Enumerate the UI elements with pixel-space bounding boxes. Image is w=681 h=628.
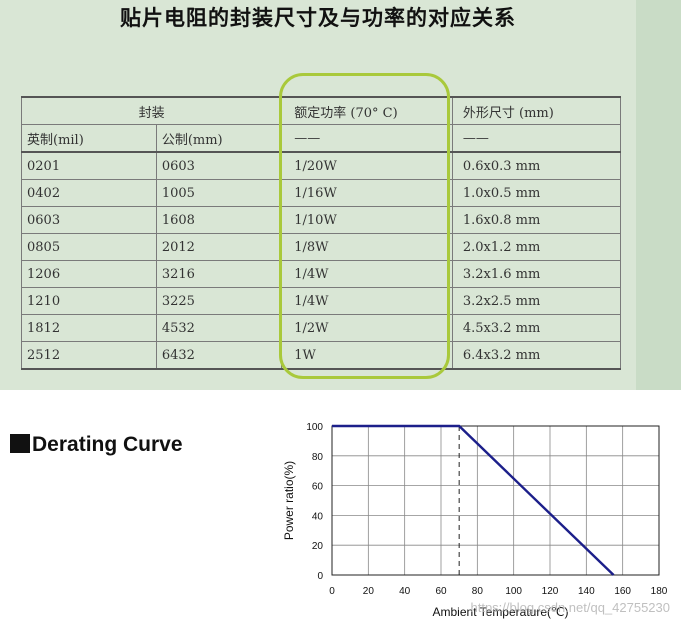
metric-header: 公制(mm) — [155, 124, 283, 153]
y-tick-label: 40 — [312, 511, 324, 522]
x-tick-label: 80 — [472, 586, 484, 597]
table-row: 0402 1005 1/16W 1.0x0.5 mm — [21, 179, 622, 207]
square-bullet-icon — [10, 434, 30, 453]
rated-power-cell: 1/4W — [281, 260, 453, 288]
metric-code-cell: 1005 — [155, 179, 283, 207]
rated-power-cell: 1/16W — [281, 179, 453, 207]
imperial-code-cell: 0402 — [21, 179, 157, 207]
y-tick-label: 80 — [312, 452, 324, 463]
table-subheader-row: 英制(mil) 公制(mm) —— —— — [21, 124, 622, 153]
y-tick-label: 0 — [317, 571, 323, 582]
dimension-cell: 2.0x1.2 mm — [451, 233, 622, 261]
derating-series-line — [332, 424, 615, 576]
imperial-code-cell: 1210 — [21, 287, 157, 315]
rated-power-cell: 1/10W — [281, 206, 453, 234]
table-row: 2512 6432 1W 6.4x3.2 mm — [21, 341, 622, 370]
metric-code-cell: 6432 — [155, 341, 283, 370]
rated-power-cell: 1/20W — [281, 151, 453, 180]
x-tick-label: 120 — [542, 586, 559, 597]
metric-code-cell: 0603 — [155, 151, 283, 180]
dimension-cell: 4.5x3.2 mm — [451, 314, 622, 342]
page-title: 贴片电阻的封装尺寸及与功率的对应关系 — [120, 5, 516, 30]
derating-heading: Derating Curve — [10, 433, 183, 457]
x-axis-label: Ambient Temperature(℃) — [433, 605, 569, 619]
slide-side-strip — [636, 0, 681, 390]
imperial-code-cell: 2512 — [21, 341, 157, 370]
metric-code-cell: 3216 — [155, 260, 283, 288]
imperial-header: 英制(mil) — [21, 124, 157, 153]
dimension-cell: 3.2x1.6 mm — [451, 260, 622, 288]
y-axis-label: Power ratio(%) — [282, 461, 296, 540]
derating-heading-text: Derating Curve — [32, 433, 183, 456]
table-row: 0201 0603 1/20W 0.6x0.3 mm — [21, 151, 622, 180]
package-header: 封装 — [20, 96, 283, 125]
dimension-cell: 0.6x0.3 mm — [451, 151, 622, 180]
size-subheader: —— — [451, 124, 622, 153]
table-row: 1210 3225 1/4W 3.2x2.5 mm — [21, 287, 622, 315]
table-header-row: 封装 额定功率 (70° C) 外形尺寸 (mm) — [20, 96, 622, 125]
rated-power-cell: 1W — [281, 341, 453, 370]
imperial-code-cell: 0805 — [21, 233, 157, 261]
package-size-table: 封装 额定功率 (70° C) 外形尺寸 (mm) 英制(mil) 公制(mm)… — [20, 96, 622, 370]
table-row: 0805 2012 1/8W 2.0x1.2 mm — [21, 233, 622, 261]
y-tick-label: 60 — [312, 482, 324, 493]
derating-curve-chart: 0 20 40 60 80 100 120 140 160 180 0 20 40 60 80 100 Powe… — [282, 422, 671, 619]
power-subheader: —— — [281, 124, 453, 153]
x-tick-label: 180 — [651, 586, 668, 597]
x-tick-label: 40 — [399, 586, 411, 597]
size-header: 外形尺寸 (mm) — [451, 96, 622, 125]
table-row: 1206 3216 1/4W 3.2x1.6 mm — [21, 260, 622, 288]
metric-code-cell: 2012 — [155, 233, 283, 261]
imperial-code-cell: 1206 — [21, 260, 157, 288]
dimension-cell: 1.0x0.5 mm — [451, 179, 622, 207]
power-header: 额定功率 (70° C) — [281, 96, 453, 125]
x-tick-label: 100 — [505, 586, 522, 597]
dimension-cell: 3.2x2.5 mm — [451, 287, 622, 315]
plot-frame — [331, 425, 660, 576]
table-row: 0603 1608 1/10W 1.6x0.8 mm — [21, 206, 622, 234]
rated-power-cell: 1/8W — [281, 233, 453, 261]
dimension-cell: 6.4x3.2 mm — [451, 341, 622, 370]
rated-power-cell: 1/4W — [281, 287, 453, 315]
x-tick-label: 140 — [578, 586, 595, 597]
imperial-code-cell: 1812 — [21, 314, 157, 342]
y-tick-label: 20 — [312, 541, 324, 552]
table-body: 0201 0603 1/20W 0.6x0.3 mm 0402 1005 1/16W 1.0x… — [21, 151, 622, 370]
rated-power-cell: 1/2W — [281, 314, 453, 342]
dimension-cell: 1.6x0.8 mm — [451, 206, 622, 234]
x-tick-label: 60 — [435, 586, 447, 597]
x-tick-label: 0 — [329, 586, 335, 597]
imperial-code-cell: 0201 — [21, 151, 157, 180]
metric-code-cell: 3225 — [155, 287, 283, 315]
watermark-text: https://blog.csdn.net/qq_42755230 — [471, 600, 671, 615]
metric-code-cell: 1608 — [155, 206, 283, 234]
y-tick-label: 100 — [306, 422, 323, 433]
imperial-code-cell: 0603 — [21, 206, 157, 234]
metric-code-cell: 4532 — [155, 314, 283, 342]
table-row: 1812 4532 1/2W 4.5x3.2 mm — [21, 314, 622, 342]
x-tick-label: 160 — [614, 586, 631, 597]
x-tick-label: 20 — [363, 586, 375, 597]
